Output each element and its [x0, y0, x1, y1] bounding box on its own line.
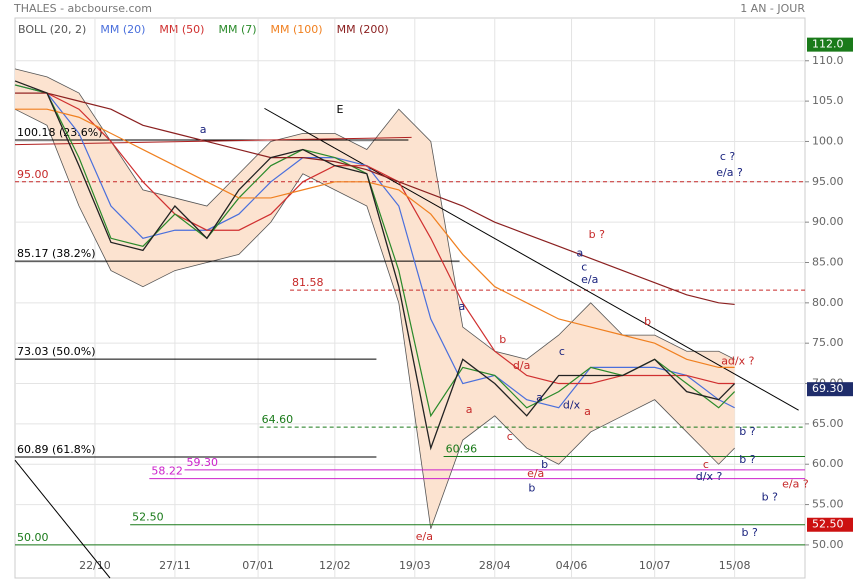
annotation: ad/x ?	[721, 355, 754, 368]
x-tick-label: 28/04	[479, 559, 511, 572]
y-tick-label: 75.00	[812, 336, 844, 349]
x-tick-label: 22/10	[79, 559, 111, 572]
price-tag	[807, 37, 853, 52]
x-tick-label: 10/07	[639, 559, 671, 572]
annotation: a	[536, 391, 543, 404]
level-label: 60.96	[446, 442, 478, 455]
annotation: E	[336, 103, 343, 116]
price-tag-label: 112.0	[812, 38, 844, 51]
moving-average	[15, 92, 735, 385]
y-tick-label: 105.0	[812, 94, 844, 107]
trendline	[14, 136, 412, 146]
bollinger-lower	[14, 108, 735, 529]
y-tick-label: 110.0	[812, 54, 844, 67]
chart-title: THALES - abcbourse.com	[13, 2, 152, 15]
annotation: a	[584, 405, 591, 418]
annotation: e/a	[527, 467, 544, 480]
annotation: b	[528, 481, 535, 494]
annotation: b ?	[742, 526, 758, 539]
x-tick-label: 27/11	[159, 559, 191, 572]
level-label: 50.00	[17, 531, 49, 544]
x-tick-label: 07/01	[242, 559, 274, 572]
level-label: 52.50	[132, 511, 164, 524]
annotation: d/a	[513, 359, 530, 372]
annotation: e/a	[581, 273, 598, 286]
annotation: e/a ?	[782, 477, 809, 490]
legend-entry: MM (100)	[271, 23, 323, 36]
y-tick-label: 100.0	[812, 134, 844, 147]
y-tick-label: 50.00	[812, 538, 844, 551]
legend-entry: MM (50)	[159, 23, 204, 36]
annotation: c	[581, 260, 587, 273]
annotation: c	[703, 458, 709, 471]
y-tick-label: 85.00	[812, 255, 844, 268]
annotation: a	[576, 247, 583, 260]
annotation: e/a	[416, 530, 433, 543]
y-tick-label: 65.00	[812, 417, 844, 430]
annotation: c	[559, 345, 565, 358]
legend: BOLL (20, 2) MM (20) MM (50) MM (7) MM (100)…	[18, 23, 389, 36]
x-tick-label: 04/06	[556, 559, 588, 572]
annotation: a	[458, 300, 465, 313]
level-label: 64.60	[262, 413, 294, 426]
trendline	[264, 107, 799, 411]
annotation: d/x	[563, 398, 581, 411]
moving-average	[15, 92, 735, 306]
y-tick-label: 80.00	[812, 296, 844, 309]
annotation: b	[541, 458, 548, 471]
level-label: 58.22	[151, 465, 183, 478]
annotation: d/x ?	[696, 470, 723, 483]
annotation: a	[466, 403, 473, 416]
plot-area: 50.0055.0060.0065.0070.0075.0080.0085.00…	[14, 17, 853, 579]
y-tick-label: 90.00	[812, 215, 844, 228]
price-line	[14, 80, 736, 451]
price-tag	[807, 517, 853, 532]
level-label: 100.18 (23.6%)	[17, 126, 103, 139]
level-label: 81.58	[292, 276, 324, 289]
level-label: 95.00	[17, 168, 49, 181]
annotation: e/a ?	[716, 166, 743, 179]
annotation: a	[200, 123, 207, 136]
trendline	[14, 459, 111, 579]
y-tick-label: 55.00	[812, 498, 844, 511]
period-label: 1 AN - JOUR	[740, 2, 805, 15]
level-label: 85.17 (38.2%)	[17, 247, 96, 260]
moving-average	[15, 108, 735, 368]
annotation: b ?	[589, 228, 605, 241]
y-tick-label: 95.00	[812, 175, 844, 188]
annotation: c	[507, 430, 513, 443]
y-tick-label: 60.00	[812, 457, 844, 470]
x-tick-label: 19/03	[399, 559, 431, 572]
plot-frame	[14, 17, 806, 579]
price-tag-label: 52.50	[812, 518, 844, 531]
annotation: b ?	[739, 453, 755, 466]
annotation: b ?	[739, 425, 755, 438]
level-label: 60.89 (61.8%)	[17, 443, 96, 456]
annotation: b	[499, 333, 506, 346]
legend-entry: MM (7)	[218, 23, 256, 36]
annotation: b ?	[762, 490, 778, 503]
legend-entry: MM (200)	[337, 23, 389, 36]
price-tag	[807, 382, 853, 397]
x-tick-label: 15/08	[719, 559, 751, 572]
price-tag-label: 69.30	[812, 382, 844, 395]
level-label: 59.30	[187, 456, 219, 469]
annotation: c ?	[720, 150, 736, 163]
legend-entry: MM (20)	[100, 23, 145, 36]
bollinger-area	[15, 68, 735, 529]
x-tick-label: 12/02	[319, 559, 351, 572]
level-label: 73.03 (50.0%)	[17, 345, 96, 358]
legend-entry: BOLL (20, 2)	[18, 23, 86, 36]
annotation: b	[644, 315, 651, 328]
